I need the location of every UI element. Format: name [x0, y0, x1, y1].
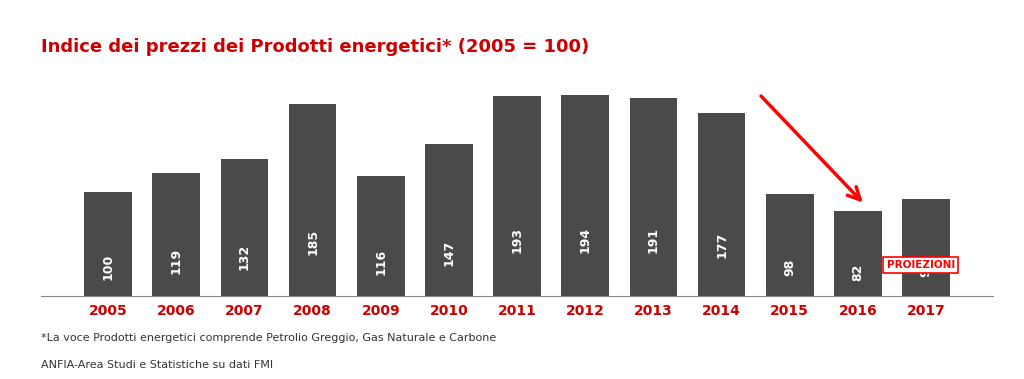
- Bar: [357, 176, 404, 296]
- Text: 193: 193: [511, 227, 523, 253]
- Bar: [766, 194, 814, 296]
- Bar: [835, 211, 882, 296]
- Text: ANFIA-Area Studi e Statistiche su dati FMI: ANFIA-Area Studi e Statistiche su dati F…: [41, 360, 273, 370]
- Bar: [84, 192, 132, 296]
- Bar: [220, 159, 268, 296]
- Bar: [289, 104, 337, 296]
- Bar: [494, 96, 541, 296]
- Text: 98: 98: [783, 258, 797, 276]
- Text: 191: 191: [647, 227, 659, 254]
- Text: 82: 82: [852, 263, 864, 280]
- Text: 100: 100: [101, 254, 115, 280]
- Text: 93: 93: [920, 260, 933, 277]
- Text: *La voce Prodotti energetici comprende Petrolio Greggio, Gas Naturale e Carbone: *La voce Prodotti energetici comprende P…: [41, 333, 497, 343]
- Text: 194: 194: [579, 226, 592, 252]
- Bar: [153, 172, 200, 296]
- Text: Indice dei prezzi dei Prodotti energetici* (2005 = 100): Indice dei prezzi dei Prodotti energetic…: [41, 38, 589, 56]
- Text: PROIEZIONI: PROIEZIONI: [887, 260, 954, 270]
- Text: 132: 132: [238, 244, 251, 271]
- Bar: [697, 113, 745, 296]
- Bar: [561, 95, 609, 296]
- Text: 147: 147: [442, 240, 456, 266]
- Text: 185: 185: [306, 229, 319, 255]
- Bar: [902, 199, 950, 296]
- Text: 116: 116: [375, 249, 387, 275]
- Text: 177: 177: [715, 231, 728, 257]
- Bar: [425, 144, 473, 296]
- Bar: [630, 98, 677, 296]
- Text: 119: 119: [170, 248, 182, 274]
